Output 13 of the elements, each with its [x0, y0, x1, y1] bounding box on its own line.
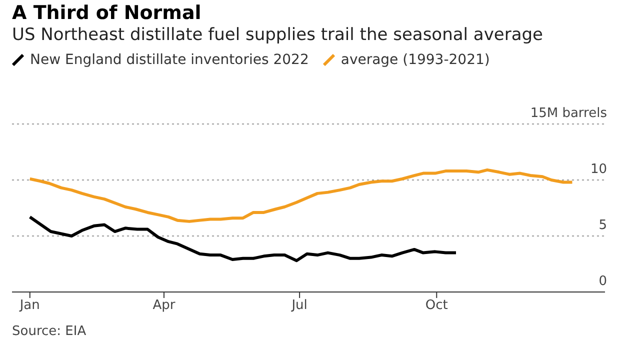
chart-subtitle: US Northeast distillate fuel supplies trail the seasonal average — [12, 25, 543, 45]
x-tick-label: Jan — [18, 298, 40, 314]
legend-label: average (1993-2021) — [340, 52, 490, 68]
x-tick-label: Jul — [290, 298, 308, 314]
y-tick-label: 5 — [598, 218, 607, 233]
x-tick-label: Oct — [425, 298, 448, 314]
y-tick-label: 0 — [598, 274, 607, 289]
source-note: Source: EIA — [12, 324, 86, 339]
legend-label: New England distillate inventories 2022 — [30, 52, 309, 68]
y-tick-label: 15M barrels — [530, 106, 608, 121]
x-tick-label: Apr — [152, 298, 176, 314]
y-tick-label: 10 — [590, 162, 607, 177]
chart-title: A Third of Normal — [12, 2, 202, 24]
